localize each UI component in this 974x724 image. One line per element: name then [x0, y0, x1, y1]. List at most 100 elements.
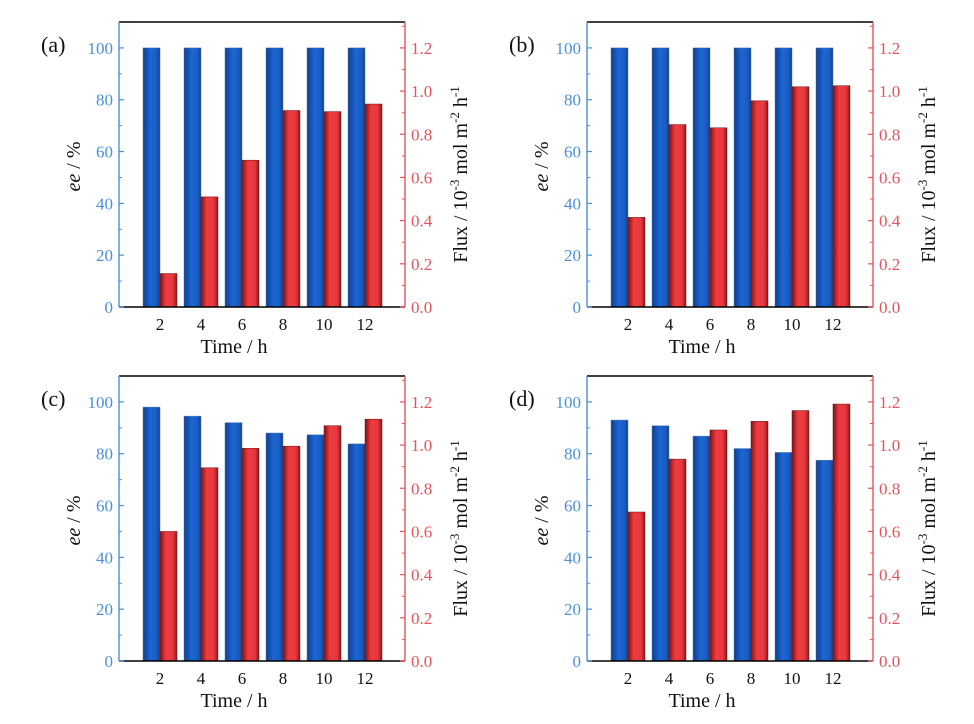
x-axis-title: Time / h — [200, 690, 267, 712]
flux-bar — [668, 458, 687, 662]
flux-bar — [364, 103, 383, 308]
right-tick-label: 0.0 — [411, 652, 432, 671]
y-axis-title: ee / % — [531, 496, 553, 546]
y2-title-mid: mol m — [450, 123, 472, 180]
ee-bar — [610, 419, 629, 662]
x-tick-label: 8 — [747, 669, 756, 688]
y-axis-title-italic: ee — [531, 528, 553, 546]
flux-bar — [241, 448, 260, 662]
panel-a: 2 4 6 8 10 12 0 20 40 60 80 100 0.0 0.2 0.4 0.6 0.8 1.0 1.… — [41, 21, 472, 358]
y2-title-sup: -2 — [915, 466, 930, 477]
ee-bar — [265, 47, 284, 308]
right-tick-label: 0.4 — [879, 212, 901, 231]
x-tick-label: 12 — [825, 669, 842, 688]
left-tick-label: 40 — [564, 194, 581, 213]
x-tick-label: 10 — [784, 669, 801, 688]
flux-bar — [627, 511, 646, 662]
right-tick-label: 0.4 — [879, 566, 901, 585]
left-tick-label: 100 — [556, 393, 582, 412]
y2-title-sup: -3 — [447, 534, 462, 545]
left-tick-label: 0 — [573, 298, 582, 317]
flux-bar — [750, 100, 769, 308]
y2-title-base: Flux / 10 — [918, 544, 940, 616]
left-tick-label: 20 — [96, 246, 113, 265]
panel-b: 2 4 6 8 10 12 0 20 40 60 80 100 0.0 0.2 0.4 0.6 0.8 1.0 1.… — [509, 21, 940, 358]
flux-bar — [241, 159, 260, 308]
y2-title-mid: h — [450, 97, 472, 112]
y2-title-mid: mol m — [918, 477, 940, 534]
y-axis-title-italic: ee — [531, 174, 553, 192]
y2-title-sup: -1 — [915, 86, 930, 97]
left-tick-label: 0 — [573, 652, 582, 671]
ee-bar — [347, 47, 366, 308]
right-tick-label: 0.2 — [879, 255, 900, 274]
x-axis-title: Time / h — [200, 336, 267, 358]
right-tick-label: 0.8 — [411, 479, 432, 498]
right-tick-label: 1.2 — [411, 393, 432, 412]
x-tick-label: 12 — [357, 669, 374, 688]
x-tick-label: 10 — [784, 315, 801, 334]
left-tick-label: 100 — [88, 39, 114, 58]
x-tick-label: 6 — [706, 315, 715, 334]
right-tick-label: 0.0 — [879, 652, 900, 671]
flux-bar — [791, 86, 810, 308]
left-tick-label: 60 — [96, 497, 113, 516]
x-tick-label: 10 — [316, 315, 333, 334]
flux-bar — [627, 217, 646, 308]
flux-bar — [282, 110, 301, 308]
x-tick-label: 2 — [624, 315, 633, 334]
left-tick-label: 80 — [96, 445, 113, 464]
left-tick-label: 40 — [96, 548, 113, 567]
x-tick-label: 4 — [197, 315, 206, 334]
panel-d: 2 4 6 8 10 12 0 20 40 60 80 100 0.0 0.2 0.4 0.6 0.8 1.0 1.… — [509, 375, 940, 712]
right-tick-label: 0.0 — [879, 298, 900, 317]
x-tick-label: 12 — [825, 315, 842, 334]
x-tick-label: 2 — [156, 669, 165, 688]
right-tick-label: 0.2 — [879, 609, 900, 628]
y2-title-sup: -1 — [447, 440, 462, 451]
y2-title-sup: -3 — [447, 180, 462, 191]
right-tick-label: 0.6 — [411, 522, 432, 541]
y2-title-mid: h — [918, 97, 940, 112]
y2-axis-title: Flux / 10-3 mol m-2 h-1 — [447, 86, 472, 262]
x-axis-title: Time / h — [668, 336, 735, 358]
ee-bar — [306, 434, 325, 662]
flux-bar — [709, 127, 728, 308]
ee-bar — [183, 415, 202, 662]
flux-bar — [668, 124, 687, 308]
y2-title-sup: -3 — [915, 180, 930, 191]
right-tick-label: 0.4 — [411, 212, 433, 231]
y2-title-sup: -1 — [915, 440, 930, 451]
flux-bar — [200, 196, 219, 308]
left-tick-label: 60 — [96, 143, 113, 162]
ee-bar — [692, 47, 711, 308]
flux-bar — [832, 403, 851, 662]
left-tick-label: 80 — [564, 445, 581, 464]
panel-label: (d) — [509, 386, 535, 411]
right-tick-label: 0.2 — [411, 255, 432, 274]
left-tick-label: 20 — [96, 600, 113, 619]
ee-bar — [224, 422, 243, 662]
y-axis-title-unit: / % — [63, 496, 85, 528]
ee-bar — [733, 448, 752, 662]
ee-bar — [306, 47, 325, 308]
ee-bar — [224, 47, 243, 308]
y2-axis-title: Flux / 10-3 mol m-2 h-1 — [915, 86, 940, 262]
right-tick-label: 1.0 — [879, 82, 900, 101]
y-axis-title-italic: ee — [63, 174, 85, 192]
right-tick-label: 0.4 — [411, 566, 433, 585]
x-tick-label: 4 — [665, 669, 674, 688]
y2-title-mid: mol m — [450, 477, 472, 534]
right-tick-label: 1.2 — [411, 39, 432, 58]
ee-bar — [651, 425, 670, 662]
y-axis-title: ee / % — [531, 142, 553, 192]
x-tick-label: 8 — [279, 669, 288, 688]
right-tick-label: 0.6 — [879, 522, 900, 541]
right-tick-label: 1.0 — [879, 436, 900, 455]
left-tick-label: 0 — [105, 652, 114, 671]
y-axis-title-unit: / % — [63, 142, 85, 174]
y2-title-mid: mol m — [918, 123, 940, 180]
right-tick-label: 0.6 — [411, 168, 432, 187]
x-tick-label: 4 — [665, 315, 674, 334]
